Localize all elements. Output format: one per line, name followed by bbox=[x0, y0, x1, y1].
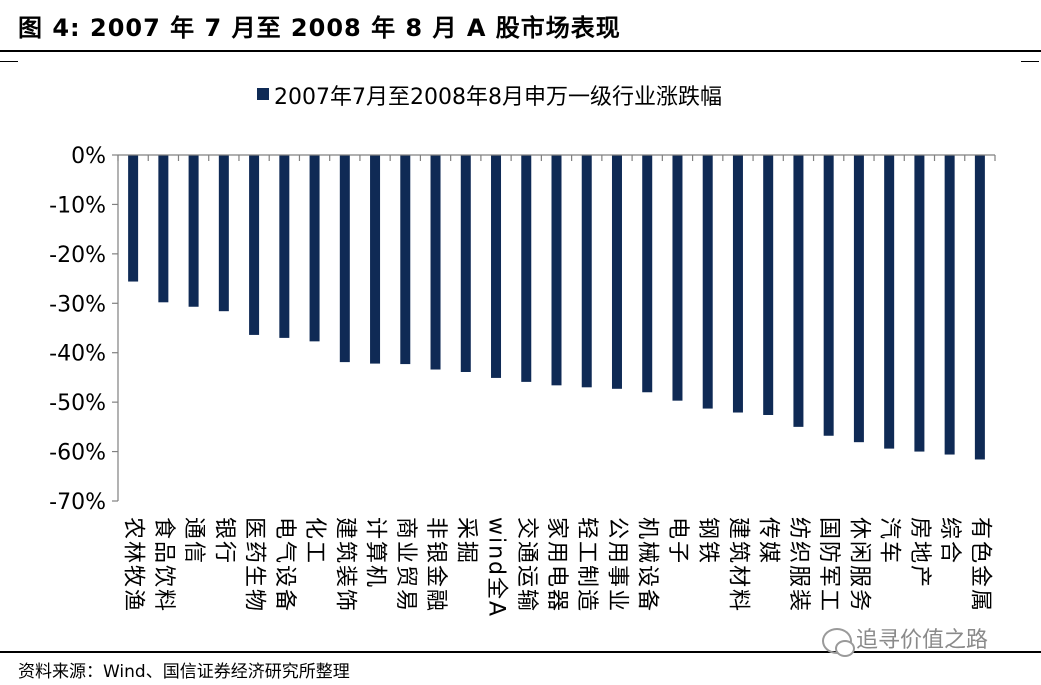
bar bbox=[793, 155, 804, 427]
bar bbox=[672, 155, 683, 401]
y-tick-label: -40% bbox=[49, 342, 106, 367]
x-tick-label: 交通运输 bbox=[514, 517, 539, 613]
bar bbox=[400, 155, 411, 365]
bar bbox=[491, 155, 502, 378]
bars bbox=[128, 155, 985, 460]
legend-label: 2007年7月至2008年8月申万一级行业涨跌幅 bbox=[274, 85, 722, 110]
bar bbox=[974, 155, 985, 460]
bar bbox=[370, 155, 381, 364]
bar bbox=[521, 155, 532, 382]
y-tick-label: -10% bbox=[49, 193, 106, 218]
bar bbox=[853, 155, 864, 443]
bar bbox=[128, 155, 139, 282]
y-tick-label: -20% bbox=[49, 243, 106, 268]
bar bbox=[430, 155, 441, 370]
x-tick-label: 商业贸易 bbox=[393, 517, 418, 613]
figure-title: 图 4: 2007 年 7 月至 2008 年 8 月 A 股市场表现 bbox=[18, 14, 621, 42]
bar bbox=[763, 155, 774, 415]
left-rule-tick bbox=[0, 61, 18, 62]
x-tick-label: 农林牧渔 bbox=[121, 517, 146, 613]
x-tick-label: 电子 bbox=[665, 517, 690, 565]
bar bbox=[460, 155, 471, 372]
legend-swatch bbox=[257, 88, 269, 100]
x-axis: 农林牧渔 食品饮料 通信 银行 医药生物 电气设备 化工 建筑装饰 计算机 商业贸易 非银金融 采掘 w… bbox=[117, 154, 996, 618]
watermark-text: 追寻价值之路 bbox=[856, 628, 989, 653]
bar bbox=[279, 155, 290, 338]
x-tick-label: 纺织服装 bbox=[786, 517, 811, 613]
bar bbox=[249, 155, 260, 335]
x-tick-label: 通信 bbox=[181, 517, 206, 565]
x-tick-label: 公用事业 bbox=[604, 517, 629, 613]
x-tick-label: 银行 bbox=[211, 517, 236, 565]
x-tick-label: 国防军工 bbox=[816, 517, 841, 613]
x-tick-label: 钢铁 bbox=[695, 517, 720, 565]
x-tick-label: 电气设备 bbox=[272, 517, 297, 613]
bar bbox=[702, 155, 713, 409]
x-tick-label: 非银金融 bbox=[423, 517, 448, 613]
bar bbox=[339, 155, 350, 363]
bar bbox=[914, 155, 925, 452]
y-tick-label: -70% bbox=[49, 490, 106, 515]
x-tick-label: 房地产 bbox=[907, 517, 932, 589]
x-tick-label: 计算机 bbox=[363, 517, 388, 589]
watermark: 追寻价值之路 bbox=[822, 622, 989, 657]
bar bbox=[884, 155, 895, 449]
bar bbox=[158, 155, 169, 303]
x-tick-label: 汽车 bbox=[877, 517, 902, 565]
bar bbox=[309, 155, 320, 342]
bottom-rule bbox=[0, 651, 1041, 653]
x-tick-label: 机械设备 bbox=[635, 517, 660, 613]
source-note: 资料来源：Wind、国信证券经济研究所整理 bbox=[18, 662, 350, 682]
x-tick-label: 采掘 bbox=[453, 517, 478, 565]
x-tick-label: 轻工制造 bbox=[574, 517, 599, 613]
x-tick-label: 家用电器 bbox=[544, 517, 569, 613]
x-tick-label: 综合 bbox=[937, 517, 962, 565]
y-tick-label: -60% bbox=[49, 441, 106, 466]
bar bbox=[944, 155, 955, 455]
bar bbox=[188, 155, 199, 307]
bar bbox=[611, 155, 622, 389]
bar-chart: 2007年7月至2008年8月申万一级行业涨跌幅 0% -10% -20% -30% -… bbox=[49, 85, 996, 618]
x-tick-label: 建筑装饰 bbox=[332, 517, 357, 613]
bar bbox=[642, 155, 653, 393]
x-tick-label: 医药生物 bbox=[242, 517, 267, 613]
y-axis: 0% -10% -20% -30% -40% -50% -60% -70% bbox=[49, 144, 119, 515]
top-rule bbox=[0, 50, 1041, 52]
bar bbox=[732, 155, 743, 413]
x-tick-label: 化工 bbox=[302, 517, 327, 565]
legend: 2007年7月至2008年8月申万一级行业涨跌幅 bbox=[257, 85, 722, 110]
bar bbox=[581, 155, 592, 388]
x-tick-label: 休闲服务 bbox=[846, 517, 871, 613]
x-tick-label: 食品饮料 bbox=[151, 517, 176, 613]
y-tick-label: -30% bbox=[49, 292, 106, 317]
x-tick-label: 有色金属 bbox=[967, 517, 992, 613]
bar bbox=[218, 155, 229, 312]
x-tick-label: 建筑材料 bbox=[725, 517, 750, 613]
chat-bubble-icon bbox=[822, 628, 855, 657]
bar bbox=[823, 155, 834, 436]
y-tick-label: 0% bbox=[71, 144, 106, 169]
x-tick-label: 传媒 bbox=[756, 517, 781, 565]
x-tick-label: wind全A bbox=[484, 517, 509, 618]
bar bbox=[551, 155, 562, 386]
y-tick-label: -50% bbox=[49, 391, 106, 416]
right-rule-tick bbox=[1021, 61, 1039, 62]
